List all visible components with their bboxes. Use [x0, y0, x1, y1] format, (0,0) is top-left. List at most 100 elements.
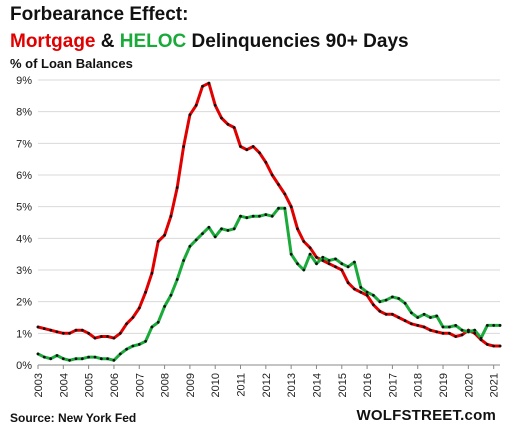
x-tick-label: 2005 — [84, 373, 96, 397]
mortgage-data-point — [194, 103, 198, 107]
mortgage-data-point — [448, 331, 451, 335]
mortgage-data-point — [137, 306, 141, 310]
mortgage-data-point — [416, 324, 420, 327]
mortgage-data-point — [296, 227, 299, 231]
heloc-data-point — [156, 320, 160, 324]
mortgage-data-point — [353, 287, 356, 291]
x-tick-label: 2018 — [413, 373, 425, 397]
mortgage-data-point — [144, 290, 148, 294]
mortgage-data-point — [245, 148, 249, 152]
heloc-data-point — [137, 343, 141, 346]
heloc-data-point — [106, 357, 109, 361]
heloc-data-point — [258, 214, 261, 218]
heloc-data-point — [346, 265, 350, 269]
mortgage-data-point — [239, 145, 242, 148]
heloc-data-point — [498, 324, 502, 327]
heloc-data-point — [150, 325, 154, 329]
heloc-data-point — [485, 324, 489, 327]
mortgage-data-point — [454, 335, 458, 338]
heloc-data-point — [175, 278, 179, 281]
y-tick-label: 9% — [16, 75, 32, 87]
x-tick-label: 2010 — [210, 373, 222, 397]
mortgage-data-point — [359, 290, 363, 294]
heloc-data-point — [454, 324, 458, 327]
mortgage-data-point — [251, 145, 255, 148]
mortgage-data-point — [397, 316, 401, 319]
mortgage-data-point — [365, 293, 369, 297]
source-note: Source: New York Fed — [10, 411, 137, 425]
mortgage-data-point — [36, 325, 40, 329]
brand-watermark: WOLFSTREET.com — [356, 407, 496, 424]
mortgage-data-point — [220, 116, 223, 120]
heloc-data-point — [144, 339, 148, 343]
x-tick-label: 2017 — [387, 373, 399, 397]
mortgage-data-point — [283, 192, 287, 196]
heloc-data-point — [194, 238, 198, 242]
mortgage-data-point — [264, 160, 268, 164]
mortgage-data-point — [169, 214, 173, 218]
mortgage-data-point — [188, 113, 192, 117]
mortgage-data-point — [403, 319, 407, 323]
chart-title-line2: Mortgage & HELOC Delinquencies 90+ Days — [10, 31, 409, 53]
heloc-data-point — [232, 227, 236, 231]
heloc-data-point — [315, 262, 318, 266]
heloc-data-point — [340, 262, 344, 266]
heloc-data-point — [403, 301, 407, 305]
heloc-data-point — [429, 316, 432, 319]
heloc-data-point — [435, 314, 439, 318]
mortgage-data-point — [201, 84, 204, 88]
mortgage-data-point — [87, 331, 90, 335]
mortgage-data-point — [410, 322, 413, 326]
heloc-data-point — [239, 214, 242, 218]
heloc-data-point — [384, 298, 388, 302]
heloc-data-point — [416, 316, 420, 319]
heloc-data-point — [245, 216, 249, 220]
heloc-data-point — [99, 357, 103, 361]
heloc-data-point — [226, 229, 230, 232]
heloc-data-point — [220, 227, 223, 231]
mortgage-data-point — [112, 336, 116, 340]
mortgage-data-point — [226, 122, 230, 126]
mortgage-data-point — [391, 312, 394, 316]
x-tick-label: 2015 — [337, 373, 349, 397]
heloc-data-point — [207, 225, 211, 229]
heloc-data-point — [55, 354, 59, 357]
y-tick-label: 7% — [16, 138, 32, 150]
mortgage-data-point — [207, 81, 211, 85]
x-tick-label: 2004 — [58, 373, 70, 397]
heloc-data-point — [467, 330, 470, 334]
heloc-data-point — [410, 311, 413, 315]
mortgage-data-point — [308, 246, 312, 250]
heloc-data-point — [201, 232, 204, 236]
y-tick-label: 1% — [16, 328, 32, 340]
mortgage-data-point — [435, 330, 439, 334]
mortgage-data-point — [473, 331, 477, 335]
y-tick-label: 6% — [16, 170, 32, 182]
mortgage-data-point — [315, 255, 318, 259]
heloc-data-point — [448, 325, 451, 329]
title-ampersand: & — [95, 31, 120, 52]
x-tick-label: 2009 — [185, 373, 197, 397]
heloc-data-point — [264, 213, 268, 217]
mortgage-data-point — [55, 330, 59, 334]
x-tick-label: 2021 — [489, 373, 501, 397]
mortgage-data-point — [74, 328, 78, 332]
heloc-data-point — [359, 286, 363, 289]
mortgage-data-point — [232, 126, 236, 129]
mortgage-data-point — [68, 331, 71, 335]
heloc-data-point — [296, 262, 299, 266]
heloc-data-point — [112, 358, 116, 362]
mortgage-data-point — [131, 316, 135, 319]
mortgage-data-point — [277, 183, 280, 186]
y-tick-label: 2% — [16, 297, 32, 309]
mortgage-data-point — [492, 344, 496, 348]
heloc-data-point — [473, 328, 477, 332]
mortgage-data-point — [150, 271, 154, 275]
mortgage-data-point — [327, 262, 331, 266]
x-tick-label: 2003 — [33, 373, 45, 397]
heloc-data-point — [131, 344, 135, 348]
y-tick-label: 5% — [16, 202, 32, 214]
heloc-data-point — [61, 357, 65, 361]
mortgage-data-point — [61, 331, 65, 335]
